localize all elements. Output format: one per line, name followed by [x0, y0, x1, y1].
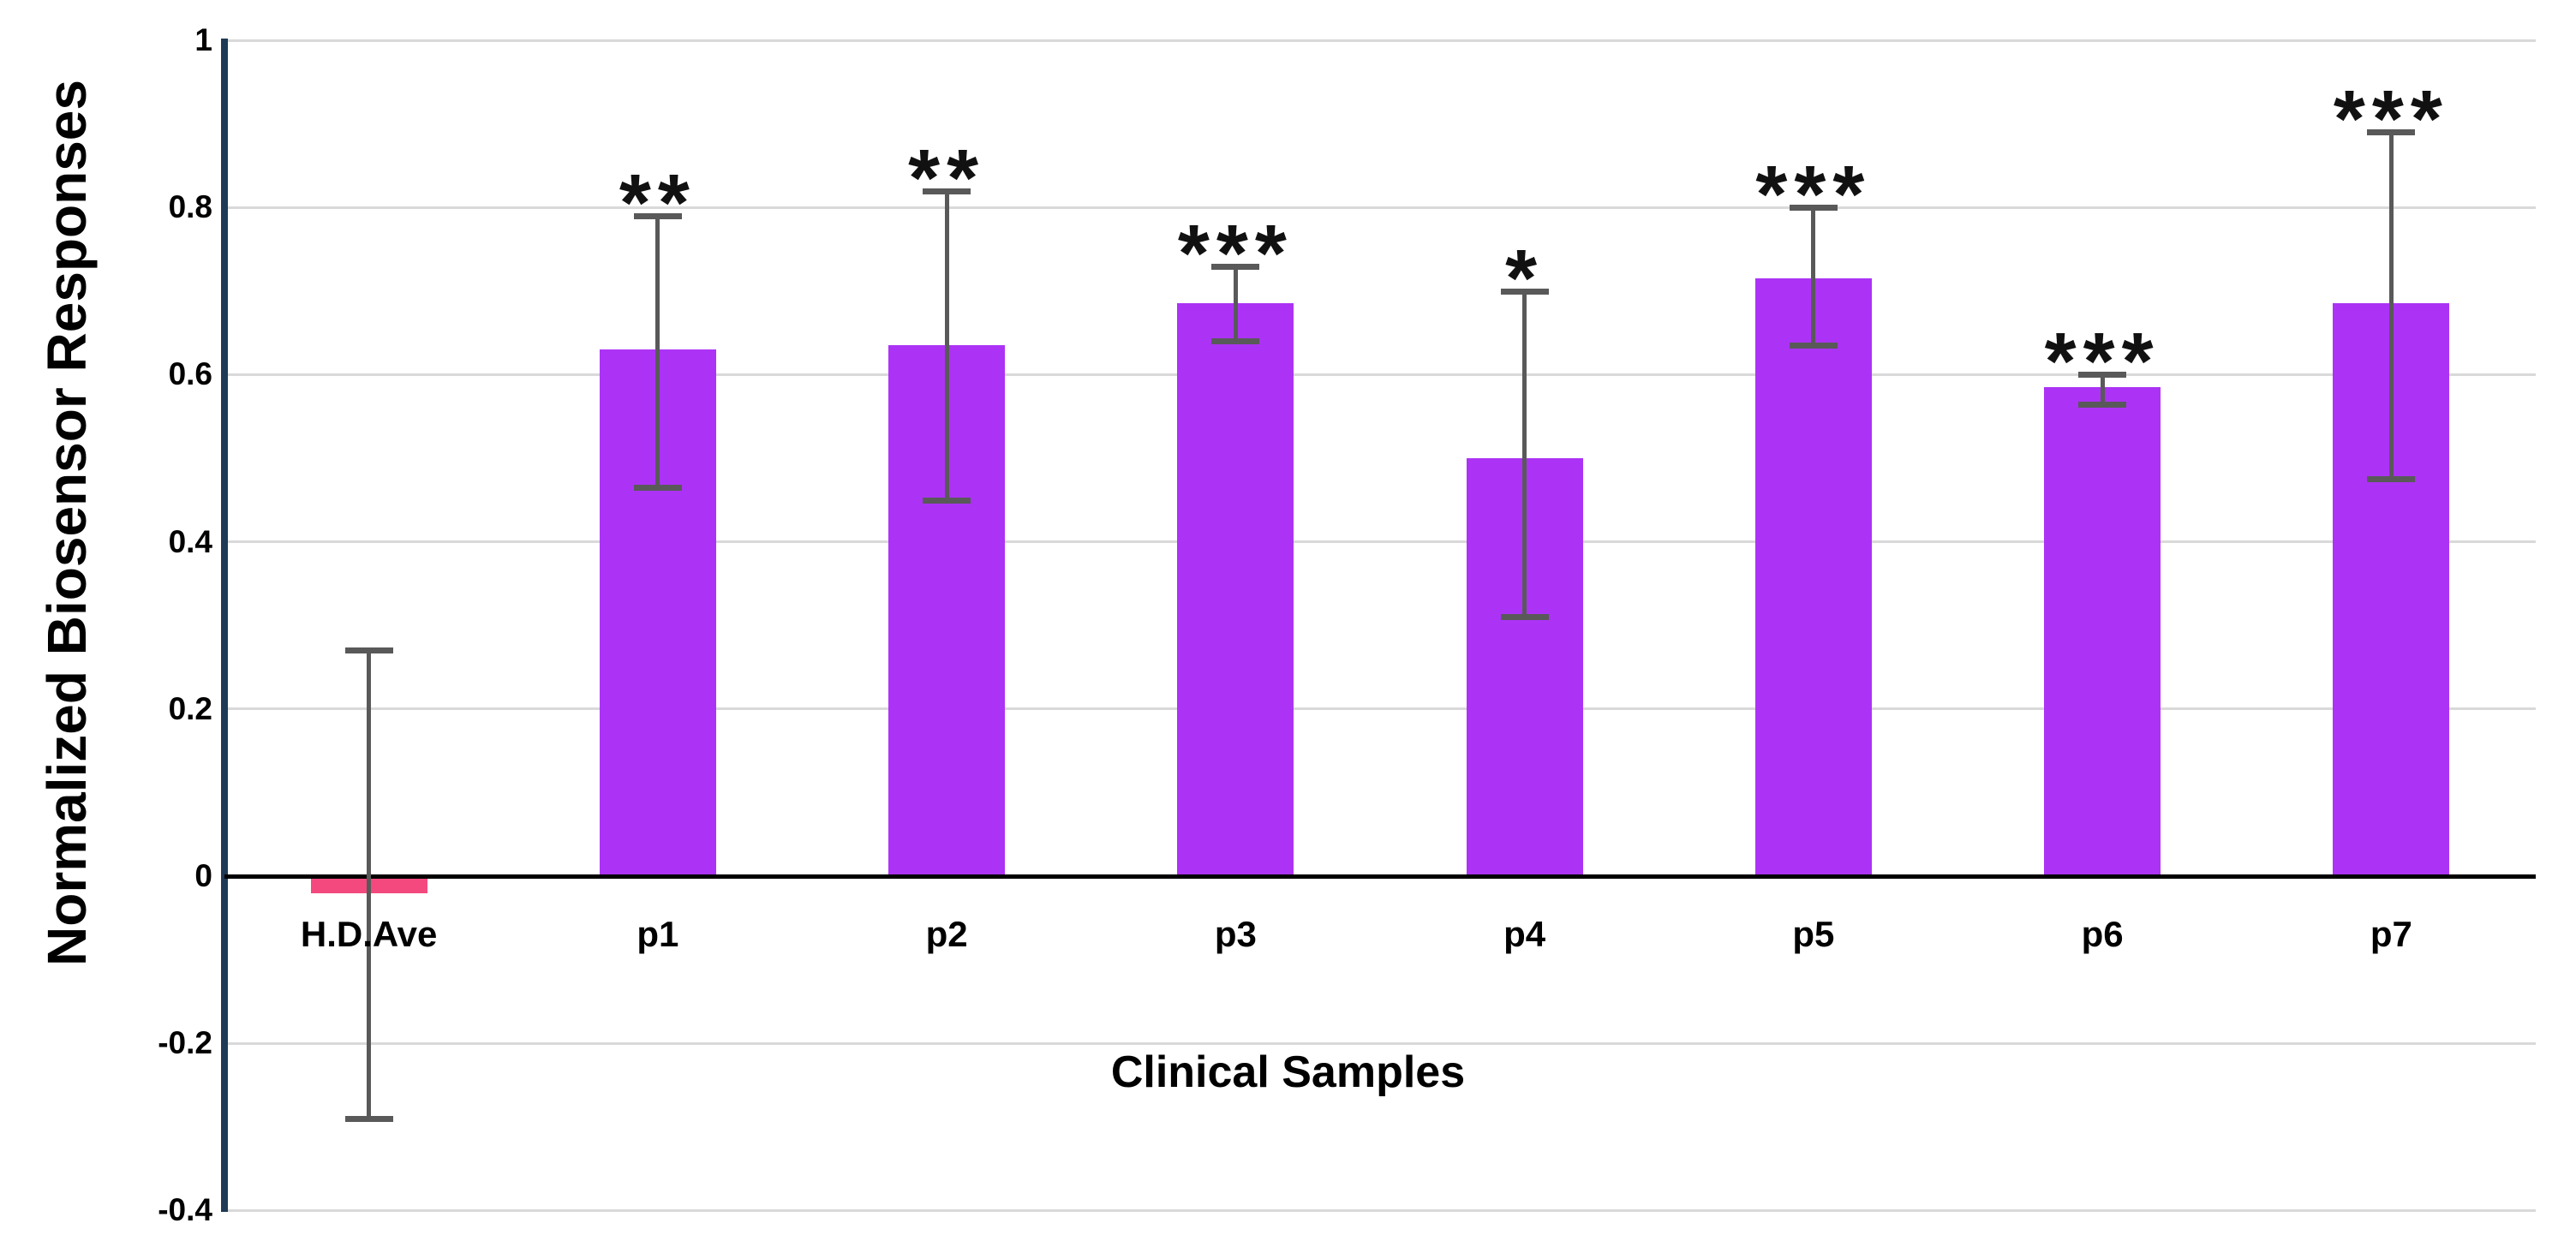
category-label-p4: p4 — [1503, 914, 1546, 954]
error-bar-line-p6 — [2100, 374, 2105, 404]
significance-stars-p4: * — [1505, 232, 1545, 324]
y-tick-label-0.8: 0.8 — [168, 189, 212, 225]
error-bar-cap-top-p1 — [633, 212, 682, 219]
y-tick-label-0.2: 0.2 — [168, 690, 212, 726]
gridline-0.8 — [224, 206, 2536, 209]
gridline-0.2 — [224, 707, 2536, 711]
error-bar-line-p2 — [944, 190, 949, 500]
y-tick-label-0.4: 0.4 — [168, 523, 212, 559]
bar-p5 — [1754, 278, 1872, 876]
error-bar-cap-bottom-p6 — [2078, 401, 2127, 408]
significance-stars-p5: *** — [1755, 149, 1872, 241]
error-bar-cap-bottom-p5 — [1789, 343, 1838, 349]
category-label-p5: p5 — [1792, 914, 1835, 954]
category-label-p2: p2 — [925, 914, 968, 954]
category-label-p3: p3 — [1214, 914, 1257, 954]
error-bar-line-p3 — [1233, 266, 1238, 342]
significance-stars-p1: ** — [619, 157, 696, 248]
error-bar-cap-top-p6 — [2078, 372, 2127, 379]
error-bar-cap-top-H.D.Ave — [344, 647, 393, 654]
category-label-p1: p1 — [637, 914, 679, 954]
gridline--0.4 — [224, 1208, 2536, 1212]
bar-p3 — [1177, 303, 1294, 876]
gridline--0.2 — [224, 1041, 2536, 1045]
error-bar-cap-top-p7 — [2367, 129, 2416, 136]
category-label-H.D.Ave: H.D.Ave — [300, 914, 438, 954]
y-tick-label-1: 1 — [194, 22, 212, 57]
y-axis-line — [221, 39, 228, 1213]
error-bar-cap-top-p3 — [1211, 263, 1260, 270]
error-bar-cap-bottom-p3 — [1211, 338, 1260, 345]
bar-p6 — [2044, 387, 2161, 876]
gridline-1 — [224, 39, 2536, 42]
error-bar-line-p5 — [1811, 207, 1816, 346]
significance-stars-p6: *** — [2044, 316, 2161, 408]
error-bar-cap-top-p5 — [1789, 205, 1838, 212]
error-bar-cap-top-p2 — [923, 188, 971, 194]
significance-stars-p2: ** — [908, 132, 986, 224]
error-bar-line-p7 — [2388, 132, 2394, 480]
error-bar-line-H.D.Ave — [367, 650, 372, 1119]
error-bar-line-p4 — [1522, 290, 1527, 618]
error-bar-cap-top-p4 — [1500, 288, 1549, 295]
y-tick-label--0.2: -0.2 — [158, 1025, 212, 1061]
significance-stars-p3: *** — [1177, 207, 1294, 299]
gridline-0.6 — [224, 373, 2536, 376]
error-bar-cap-bottom-H.D.Ave — [344, 1116, 393, 1123]
category-label-p6: p6 — [2081, 914, 2124, 954]
x-axis-title: Clinical Samples — [1110, 1047, 1466, 1097]
error-bar-cap-bottom-p4 — [1500, 614, 1549, 621]
error-bar-cap-bottom-p7 — [2367, 476, 2416, 483]
error-bar-cap-bottom-p1 — [633, 485, 682, 492]
y-tick-label-0.6: 0.6 — [168, 356, 212, 392]
y-tick-label--0.4: -0.4 — [158, 1192, 212, 1228]
y-tick-label-0: 0 — [194, 858, 212, 893]
error-bar-cap-bottom-p2 — [923, 497, 971, 504]
error-bar-line-p1 — [655, 215, 660, 488]
category-label-p7: p7 — [2370, 914, 2412, 954]
gridline-0.4 — [224, 540, 2536, 544]
x-axis-zero-line — [224, 874, 2536, 879]
significance-stars-p7: *** — [2333, 74, 2449, 165]
